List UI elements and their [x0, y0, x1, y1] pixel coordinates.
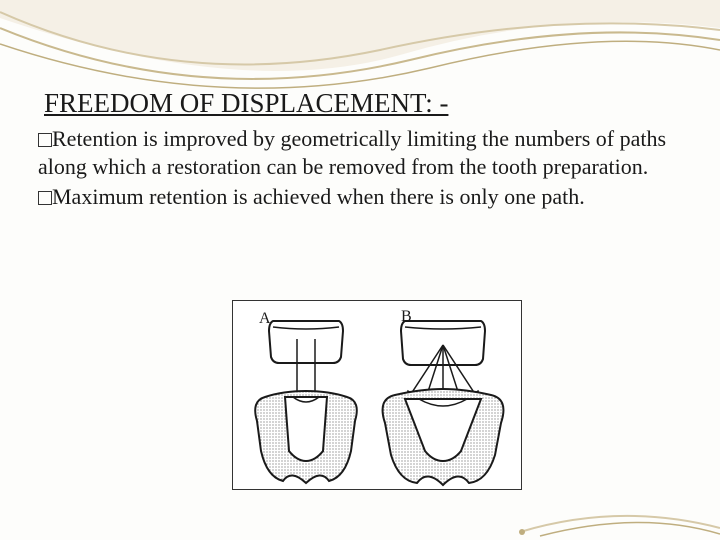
bullet-item: Retention is improved by geometrically l…: [38, 125, 682, 181]
bullet-text: Maximum retention is achieved when there…: [52, 184, 585, 209]
bullet-box-icon: [38, 191, 52, 205]
bullet-item: Maximum retention is achieved when there…: [38, 183, 682, 211]
tooth-diagram: A B: [232, 300, 522, 490]
bullet-box-icon: [38, 133, 52, 147]
footer-flourish: [0, 492, 720, 540]
bullet-text: Retention is improved by geometrically l…: [38, 126, 666, 179]
slide-title: FREEDOM OF DISPLACEMENT: -: [44, 88, 682, 119]
slide-content: FREEDOM OF DISPLACEMENT: - Retention is …: [38, 88, 682, 213]
